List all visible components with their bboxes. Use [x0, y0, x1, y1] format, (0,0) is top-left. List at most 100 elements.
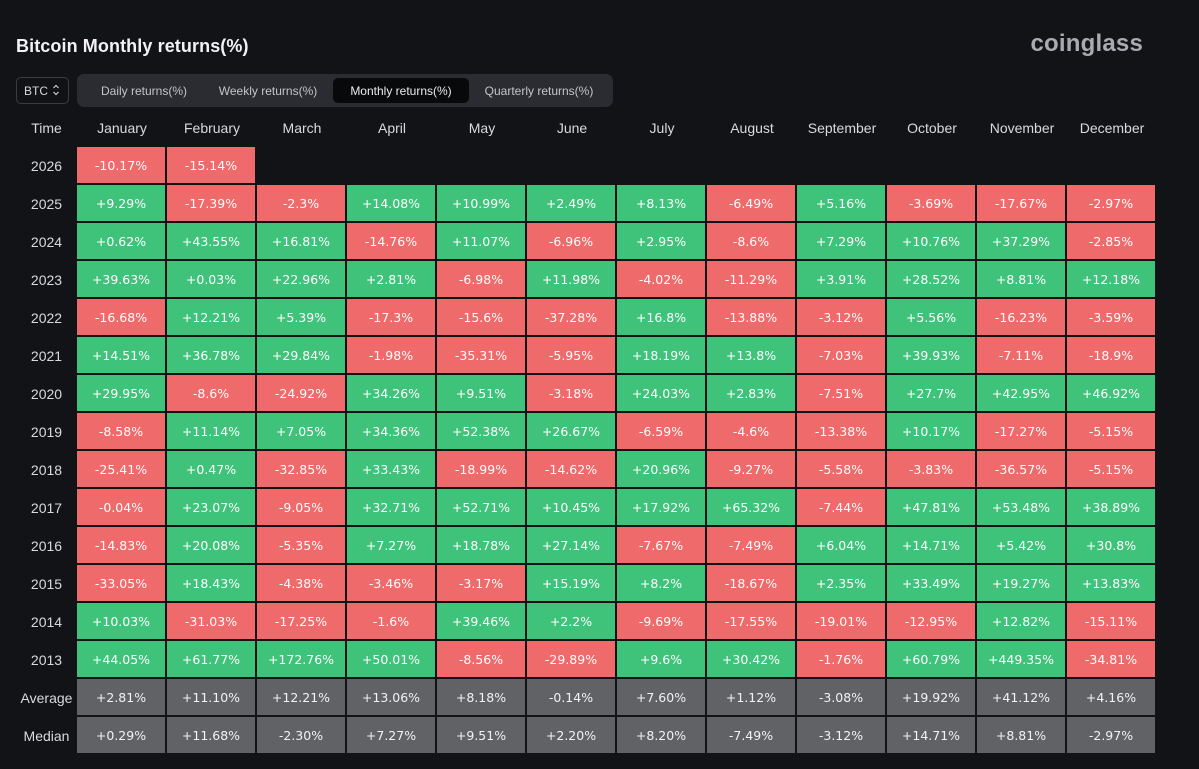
year-label: 2026	[30, 158, 63, 174]
month-header: October	[907, 120, 957, 136]
return-cell: +61.77%	[167, 641, 257, 679]
return-cell: +2.83%	[707, 375, 797, 413]
year-label: 2023	[30, 272, 63, 288]
month-header: February	[183, 120, 241, 136]
stat-cell: -0.14%	[527, 679, 617, 717]
stat-cell: +2.20%	[527, 717, 617, 755]
stat-cell: +8.81%	[977, 717, 1067, 755]
stat-cell: +41.12%	[977, 679, 1067, 717]
stat-cell: +4.16%	[1067, 679, 1157, 717]
stat-cell: +14.71%	[887, 717, 977, 755]
return-cell: -32.85%	[257, 451, 347, 489]
return-cell: -12.95%	[887, 603, 977, 641]
stat-cell: +19.92%	[887, 679, 977, 717]
return-cell: +30.42%	[707, 641, 797, 679]
stat-cell: +8.18%	[437, 679, 527, 717]
stat-cell: -2.97%	[1067, 717, 1157, 755]
return-cell: +34.36%	[347, 413, 437, 451]
return-cell: +36.78%	[167, 337, 257, 375]
return-cell: -31.03%	[167, 603, 257, 641]
return-cell: +60.79%	[887, 641, 977, 679]
return-cell: +18.19%	[617, 337, 707, 375]
asset-select-value: BTC	[24, 83, 48, 98]
return-cell: +5.16%	[797, 185, 887, 223]
return-cell: -6.98%	[437, 261, 527, 299]
month-header: July	[649, 120, 675, 136]
empty-cell	[527, 147, 617, 185]
asset-select[interactable]: BTC	[16, 77, 69, 104]
month-header: June	[556, 120, 588, 136]
return-cell: +7.05%	[257, 413, 347, 451]
return-cell: +39.93%	[887, 337, 977, 375]
return-cell: -15.14%	[167, 147, 257, 185]
return-cell: -5.35%	[257, 527, 347, 565]
tab-quarterly-returns[interactable]: Quarterly returns(%)	[484, 83, 594, 98]
return-cell: +11.07%	[437, 223, 527, 261]
return-cell: -6.59%	[617, 413, 707, 451]
return-cell: +3.91%	[797, 261, 887, 299]
return-cell: -16.68%	[77, 299, 167, 337]
return-cell: -4.02%	[617, 261, 707, 299]
return-cell: -5.15%	[1067, 451, 1157, 489]
return-cell: +17.92%	[617, 489, 707, 527]
tab-monthly-returns[interactable]: Monthly returns(%)	[333, 78, 469, 103]
return-cell: -33.05%	[77, 565, 167, 603]
return-cell: +16.8%	[617, 299, 707, 337]
return-cell: -2.97%	[1067, 185, 1157, 223]
return-cell: -9.27%	[707, 451, 797, 489]
return-cell: -29.89%	[527, 641, 617, 679]
stat-cell: +11.68%	[167, 717, 257, 755]
return-cell: -36.57%	[977, 451, 1067, 489]
return-cell: +65.32%	[707, 489, 797, 527]
return-cell: -24.92%	[257, 375, 347, 413]
return-cell: -4.38%	[257, 565, 347, 603]
return-cell: +8.13%	[617, 185, 707, 223]
return-cell: -8.6%	[707, 223, 797, 261]
return-cell: -7.67%	[617, 527, 707, 565]
month-header: September	[807, 120, 877, 136]
return-cell: +16.81%	[257, 223, 347, 261]
return-cell: +32.71%	[347, 489, 437, 527]
return-cell: -2.3%	[257, 185, 347, 223]
return-cell: -19.01%	[797, 603, 887, 641]
return-cell: -5.95%	[527, 337, 617, 375]
return-cell: -7.44%	[797, 489, 887, 527]
return-cell: -13.88%	[707, 299, 797, 337]
return-cell: +28.52%	[887, 261, 977, 299]
return-cell: +50.01%	[347, 641, 437, 679]
empty-cell	[977, 147, 1067, 185]
return-cell: -37.28%	[527, 299, 617, 337]
return-cell: +2.49%	[527, 185, 617, 223]
stat-cell: +13.06%	[347, 679, 437, 717]
tab-daily-returns[interactable]: Daily returns(%)	[100, 83, 187, 98]
return-cell: +34.26%	[347, 375, 437, 413]
return-cell: +5.56%	[887, 299, 977, 337]
return-cell: -3.18%	[527, 375, 617, 413]
return-cell: +38.89%	[1067, 489, 1157, 527]
return-cell: +7.29%	[797, 223, 887, 261]
return-cell: +9.29%	[77, 185, 167, 223]
stat-label: Average	[20, 690, 73, 706]
month-header: August	[730, 120, 774, 136]
return-cell: +7.27%	[347, 527, 437, 565]
tab-weekly-returns[interactable]: Weekly returns(%)	[218, 83, 318, 98]
return-cell: +2.2%	[527, 603, 617, 641]
return-cell: -15.6%	[437, 299, 527, 337]
return-cell: -15.11%	[1067, 603, 1157, 641]
return-cell: -14.76%	[347, 223, 437, 261]
return-cell: +46.92%	[1067, 375, 1157, 413]
return-cell: -18.9%	[1067, 337, 1157, 375]
return-cell: -7.11%	[977, 337, 1067, 375]
brand-logo: coinglass	[1030, 30, 1143, 57]
stat-cell: +7.27%	[347, 717, 437, 755]
return-cell: -3.83%	[887, 451, 977, 489]
return-cell: +6.04%	[797, 527, 887, 565]
return-cell: -1.6%	[347, 603, 437, 641]
return-cell: +2.95%	[617, 223, 707, 261]
year-label: 2024	[30, 234, 63, 250]
empty-cell	[257, 147, 347, 185]
return-cell: +9.6%	[617, 641, 707, 679]
year-label: 2018	[30, 462, 63, 478]
return-cell: +27.7%	[887, 375, 977, 413]
return-cell: +20.08%	[167, 527, 257, 565]
